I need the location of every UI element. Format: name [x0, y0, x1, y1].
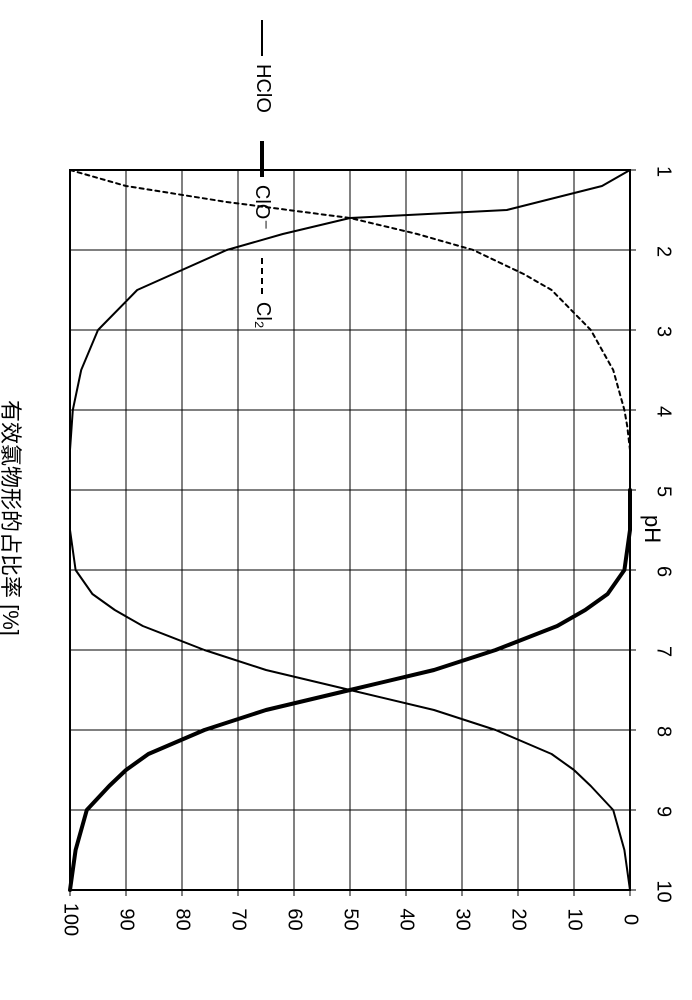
- ytick-label: 10: [563, 900, 586, 940]
- page-root: HClO ClO⁻ Cl₂ pH 有效氯物形的占比率 [%] 1 2 3 4 5 6 7 8 9…: [0, 0, 692, 1000]
- legend-swatch-thick: [261, 141, 265, 177]
- ytick-label: 70: [227, 900, 250, 940]
- xtick-label: 7: [652, 637, 675, 667]
- legend-label-clo: ClO⁻: [250, 185, 275, 230]
- ytick-label: 100: [59, 900, 82, 940]
- x-axis-label: pH: [639, 515, 665, 543]
- legend-label-hclo: HClO: [251, 64, 274, 113]
- ytick-label: 0: [619, 900, 642, 940]
- legend-item-cl2: Cl₂: [251, 258, 274, 329]
- chlorine-speciation-chart: HClO ClO⁻ Cl₂ pH 有效氯物形的占比率 [%] 1 2 3 4 5 6 7 8 9…: [0, 0, 692, 1000]
- xtick-label: 2: [652, 237, 675, 267]
- xtick-label: 8: [652, 717, 675, 747]
- ytick-label: 30: [451, 900, 474, 940]
- ytick-label: 40: [395, 900, 418, 940]
- legend-item-hclo: HClO: [251, 20, 274, 113]
- legend-label-cl2: Cl₂: [251, 302, 274, 329]
- xtick-label: 10: [652, 877, 675, 907]
- xtick-label: 4: [652, 397, 675, 427]
- xtick-label: 6: [652, 557, 675, 587]
- legend-swatch-dashed: [262, 258, 264, 294]
- legend-swatch-solid: [262, 20, 264, 56]
- legend-item-clo: ClO⁻: [250, 141, 275, 230]
- xtick-label: 1: [652, 157, 675, 187]
- ytick-label: 80: [171, 900, 194, 940]
- xtick-label: 3: [652, 317, 675, 347]
- chart-legend: HClO ClO⁻ Cl₂: [250, 20, 275, 329]
- ytick-label: 60: [283, 900, 306, 940]
- ytick-label: 20: [507, 900, 530, 940]
- xtick-label: 9: [652, 797, 675, 827]
- ytick-label: 90: [115, 900, 138, 940]
- chart-svg: [0, 0, 692, 1000]
- y-axis-label: 有效氯物形的占比率 [%]: [0, 400, 28, 636]
- xtick-label: 5: [652, 477, 675, 507]
- ytick-label: 50: [339, 900, 362, 940]
